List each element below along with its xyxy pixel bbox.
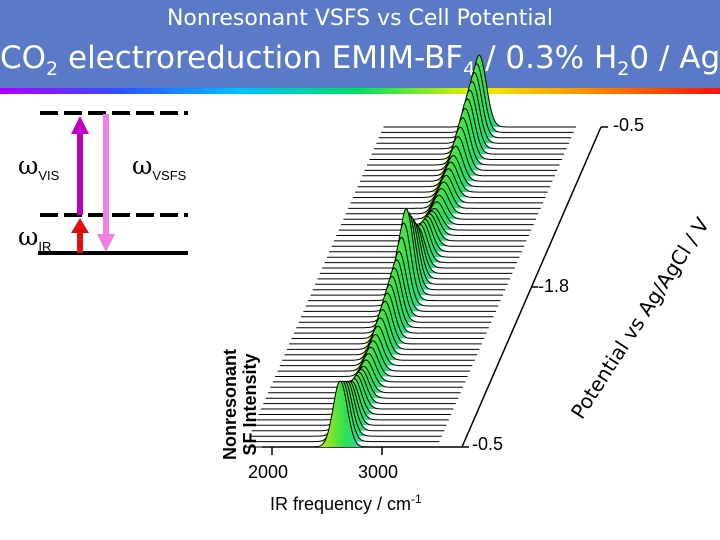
trace-line bbox=[331, 215, 525, 247]
trace-line bbox=[359, 145, 553, 182]
potential-tick-label: -0.5 bbox=[472, 434, 504, 454]
trace-line bbox=[350, 174, 543, 204]
omega-vis-label: ωVIS bbox=[18, 151, 59, 183]
trace-line bbox=[263, 371, 456, 405]
trace-line bbox=[374, 89, 567, 150]
omega-ir-subscript: IR bbox=[38, 239, 52, 254]
trace-line bbox=[286, 308, 480, 350]
trace-line bbox=[244, 380, 437, 448]
trace-line bbox=[367, 117, 560, 166]
trace-line bbox=[256, 380, 449, 421]
trace-line bbox=[355, 161, 548, 193]
trace-line bbox=[357, 154, 551, 188]
trace-fill bbox=[244, 381, 437, 447]
title-part: electroreduction EMIM-BF bbox=[58, 40, 464, 76]
y-axis-title-line1: Nonresonant bbox=[220, 348, 240, 460]
x-axis-title: IR frequency / cm-1 bbox=[270, 492, 422, 515]
potential-tick-label: -0.5 bbox=[613, 115, 645, 135]
trace-line bbox=[352, 168, 546, 198]
ir-arrow bbox=[71, 218, 89, 253]
vis-arrow bbox=[71, 116, 89, 215]
title-subscript: 2 bbox=[46, 58, 59, 80]
trace-line bbox=[364, 126, 558, 171]
x-tick-label: 2000 bbox=[248, 462, 289, 482]
omega-vsfs-subscript: VSFS bbox=[152, 168, 187, 183]
trace-line bbox=[275, 346, 468, 377]
slide-header: Nonresonant VSFS vs Cell Potential CO2 e… bbox=[0, 0, 720, 88]
trace-line bbox=[376, 80, 569, 144]
omega-vis-subscript: VIS bbox=[38, 168, 60, 183]
trace-line bbox=[268, 365, 461, 394]
trace-line bbox=[369, 107, 562, 160]
trace-line bbox=[345, 188, 539, 215]
omega-ir-label: ωIR bbox=[18, 222, 51, 254]
trace-line bbox=[341, 201, 534, 226]
trace-line bbox=[381, 63, 574, 133]
trace-line bbox=[246, 380, 440, 443]
omega-vsfs-label: ωVSFS bbox=[132, 151, 186, 183]
trace-line bbox=[251, 380, 445, 432]
trace-line bbox=[343, 194, 536, 220]
title-part: CO bbox=[0, 40, 47, 76]
y-axis-title-line2: SF Intensity bbox=[240, 353, 260, 456]
trace-line bbox=[294, 284, 487, 334]
trace-line bbox=[301, 259, 494, 318]
trace-line bbox=[282, 325, 475, 361]
trace-line bbox=[305, 236, 499, 307]
trace-line bbox=[253, 380, 447, 426]
rainbow-divider bbox=[0, 88, 720, 94]
trace-line bbox=[327, 221, 520, 258]
trace-line bbox=[312, 211, 506, 291]
spectra-traces bbox=[244, 54, 576, 448]
trace-line bbox=[334, 213, 527, 242]
trace-line bbox=[296, 275, 489, 329]
trace-line bbox=[265, 368, 459, 399]
trace-line bbox=[362, 136, 555, 177]
trace-line bbox=[348, 181, 541, 209]
trace-line bbox=[383, 54, 576, 128]
trace-line bbox=[298, 267, 492, 323]
x-axis-title-text: IR frequency / cm bbox=[270, 494, 412, 514]
trace-line bbox=[249, 380, 442, 437]
title-part: / 0.3% H bbox=[475, 40, 618, 76]
trace-line bbox=[329, 218, 522, 253]
trace-line bbox=[284, 317, 478, 356]
vsfs-arrow bbox=[97, 114, 115, 252]
trace-line bbox=[310, 207, 503, 296]
trace-line bbox=[258, 377, 452, 415]
potential-tick-label: -1.8 bbox=[538, 276, 570, 296]
trace-line bbox=[338, 207, 532, 231]
trace-line bbox=[261, 374, 454, 410]
trace-line bbox=[279, 333, 473, 367]
slide-subtitle: Nonresonant VSFS vs Cell Potential bbox=[166, 6, 554, 31]
trace-line bbox=[308, 222, 501, 302]
x-tick-label: 3000 bbox=[358, 462, 399, 482]
omega-symbol: ω bbox=[132, 151, 153, 180]
x-axis-title-exponent: -1 bbox=[411, 492, 422, 506]
trace-line bbox=[303, 250, 496, 312]
trace-line bbox=[315, 215, 508, 285]
trace-line bbox=[270, 359, 463, 388]
trace-line bbox=[277, 340, 470, 372]
trace-line bbox=[371, 98, 565, 155]
trace-line bbox=[378, 71, 572, 139]
trace-line bbox=[291, 292, 485, 339]
title-part: 0 / Ag bbox=[629, 40, 720, 76]
title-subscript: 4 bbox=[463, 58, 476, 80]
trace-line bbox=[336, 210, 529, 236]
omega-symbol: ω bbox=[18, 151, 39, 180]
omega-symbol: ω bbox=[18, 222, 39, 251]
title-subscript: 2 bbox=[617, 58, 630, 80]
trace-line bbox=[324, 223, 518, 264]
trace-line bbox=[289, 300, 482, 345]
slide-title: CO2 electroreduction EMIM-BF4 / 0.3% H20… bbox=[0, 40, 720, 80]
trace-line bbox=[272, 353, 466, 383]
